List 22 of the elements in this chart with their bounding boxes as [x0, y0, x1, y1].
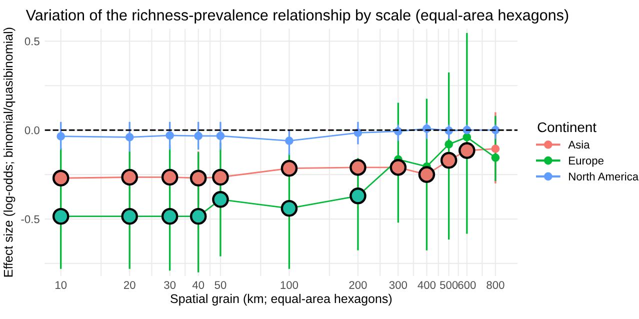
x-tick-label: 100	[280, 281, 298, 289]
x-tick-label: 600	[458, 281, 476, 289]
x-tick-label: 300	[389, 281, 408, 289]
x-tick-label: 400	[418, 281, 436, 289]
chart-title: Variation of the richness-prevalence relationship by scale (equal-area hexagons)	[26, 9, 568, 24]
legend-label: Asia	[568, 140, 590, 149]
x-tick-label: 20	[124, 281, 136, 289]
x-tick-label: 500	[440, 281, 458, 289]
y-tick-label: 0.0	[24, 126, 40, 134]
x-tick-label: 40	[192, 281, 204, 289]
x-axis-title: Spatial grain (km; equal-area hexagons)	[170, 294, 392, 306]
legend-label: North America	[569, 172, 639, 180]
x-tick-label: 50	[214, 281, 226, 289]
x-tick-label: 800	[486, 281, 504, 289]
y-tick-label: -0.5	[21, 215, 40, 224]
x-tick-label: 10	[56, 281, 67, 289]
legend-title: Continent	[538, 122, 596, 132]
x-tick-label: 30	[164, 281, 176, 289]
legend-label: Europe	[569, 156, 604, 167]
y-tick-label: 0.5	[24, 37, 40, 46]
x-tick-label: 200	[349, 281, 367, 289]
y-axis-title: Effect size (log-odds; binomial/quasibinomial)	[4, 28, 16, 277]
